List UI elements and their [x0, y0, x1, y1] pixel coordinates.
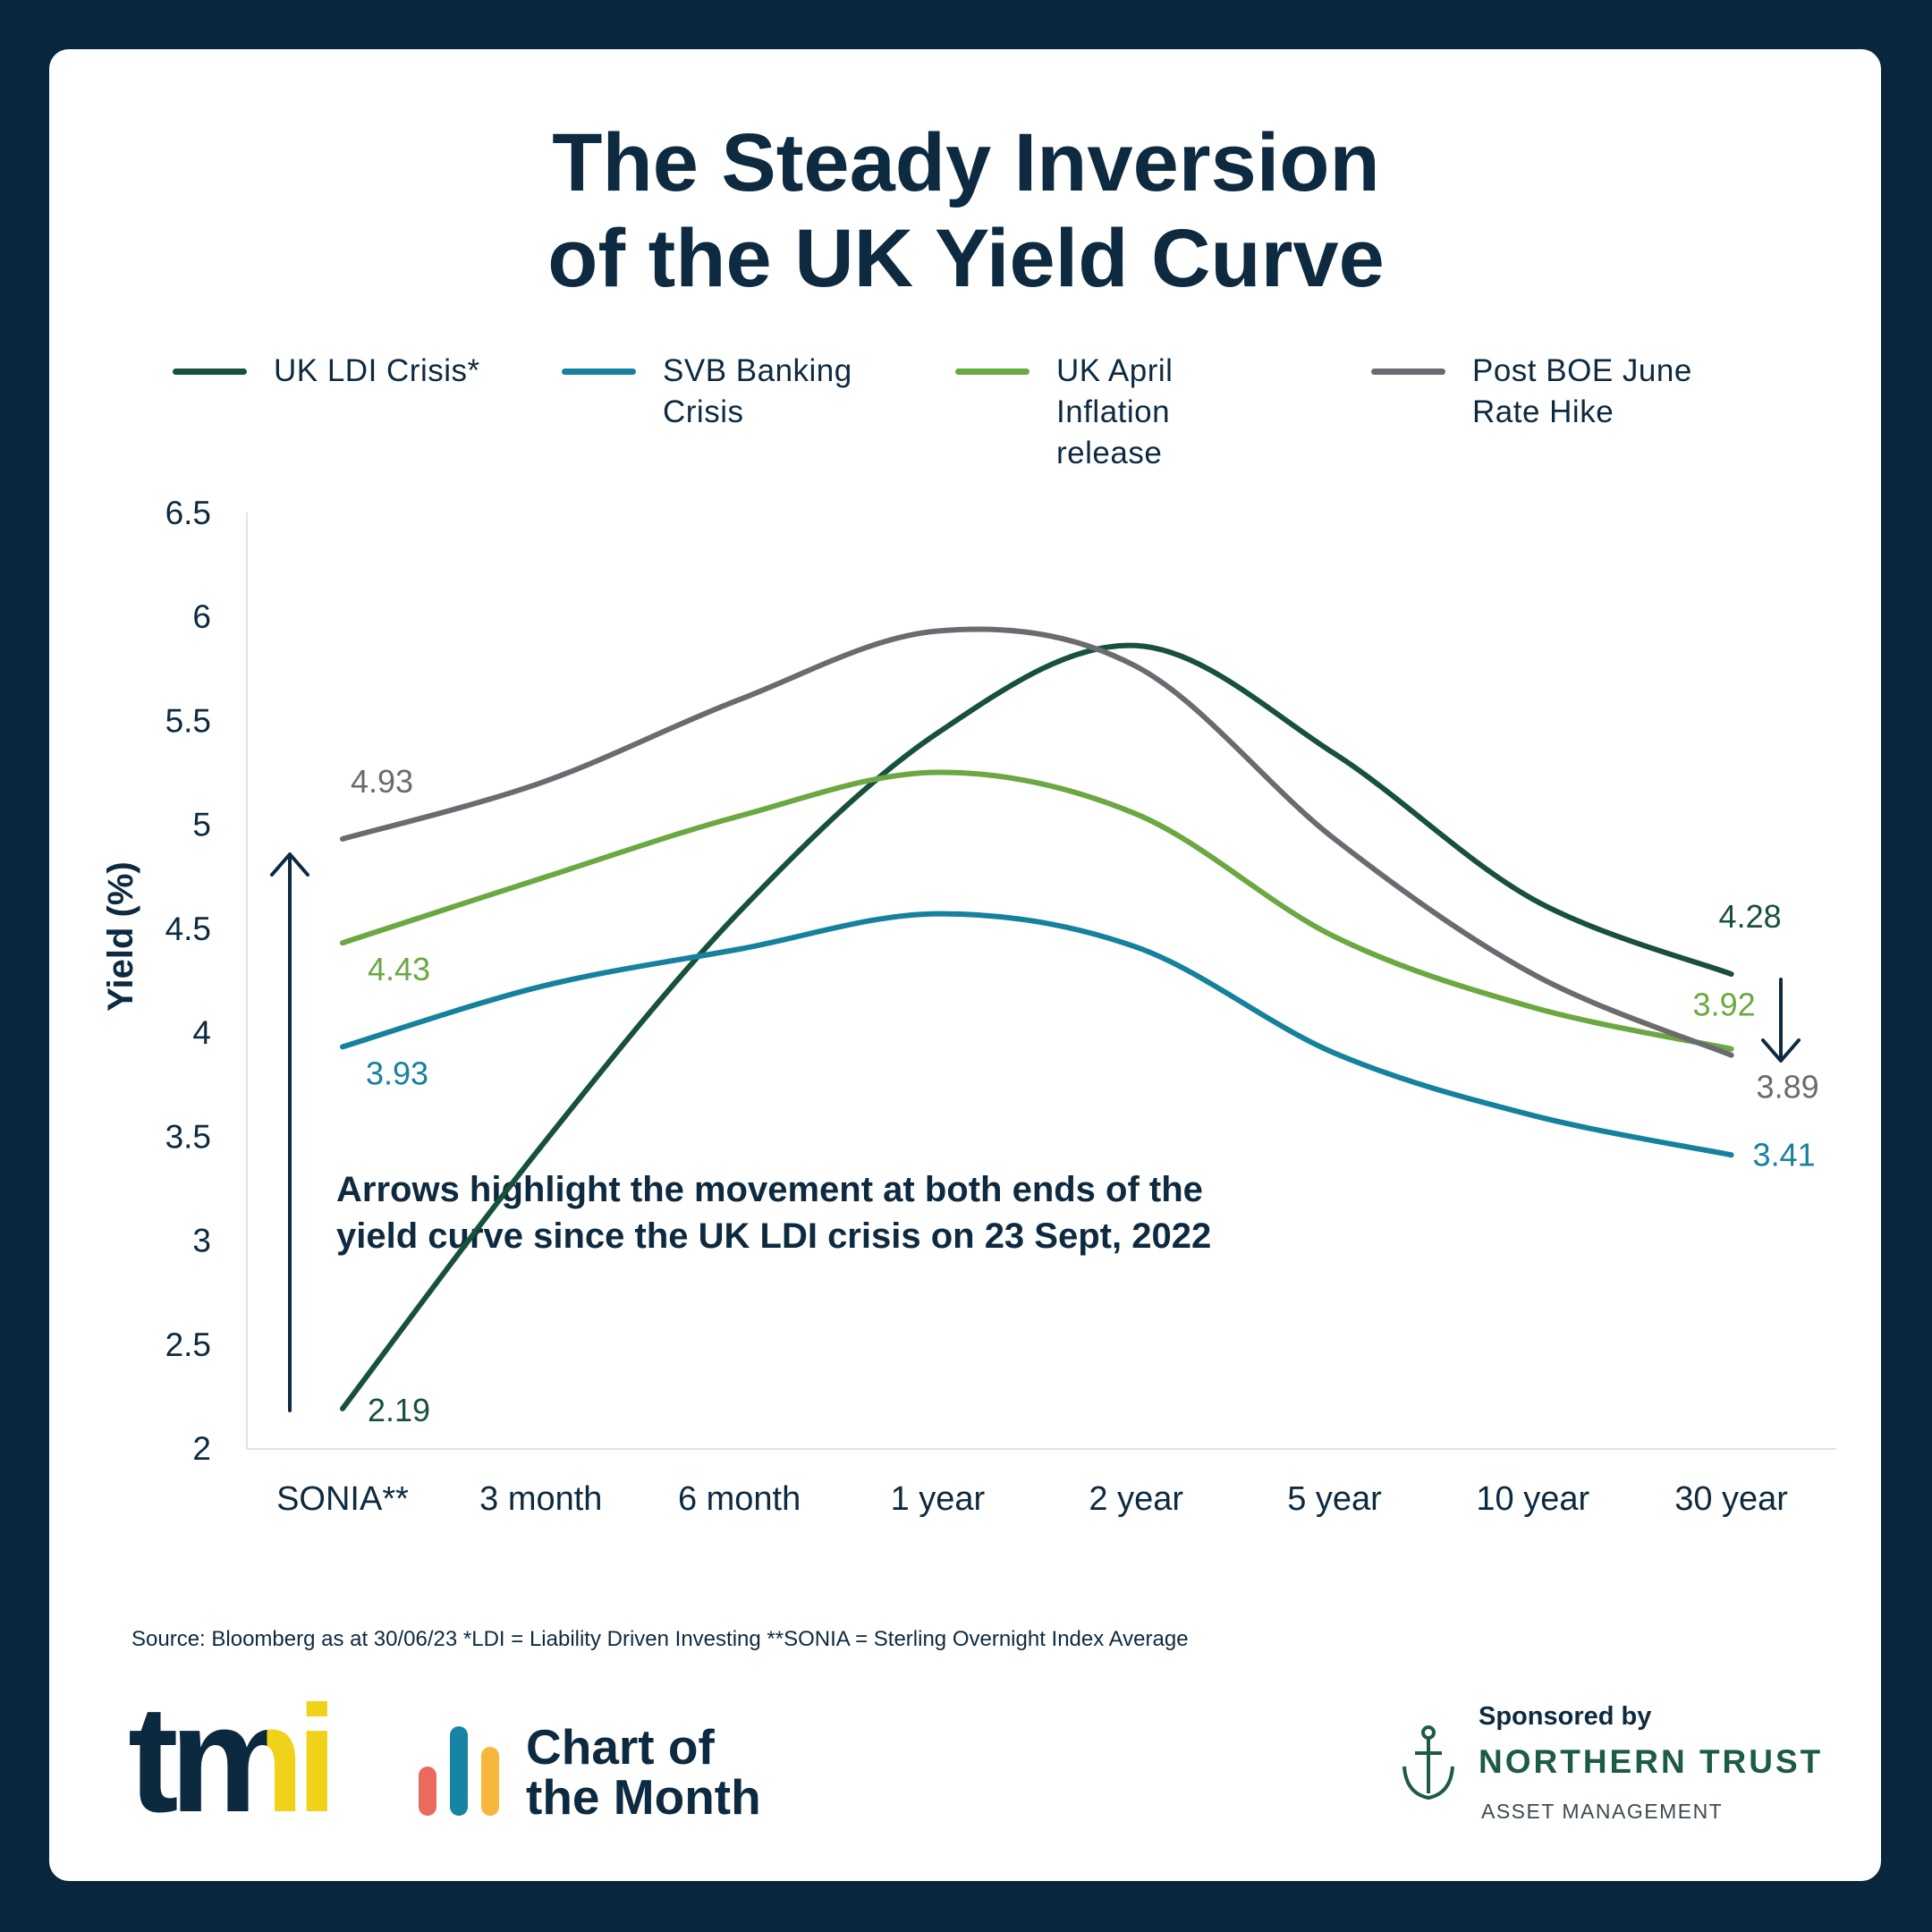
y-tick-label: 4.5	[165, 911, 211, 947]
value-label: 4.28	[1719, 898, 1782, 935]
x-tick-label: SONIA**	[276, 1480, 409, 1518]
series-line	[340, 626, 1734, 1058]
y-tick-label: 2.5	[165, 1326, 211, 1363]
source-note: Source: Bloomberg as at 30/06/23 *LDI = …	[131, 1627, 1189, 1651]
sponsor-label: Sponsored by	[1479, 1702, 1651, 1731]
series-name: the Month	[526, 1769, 761, 1825]
icon-bar	[481, 1747, 499, 1816]
x-tick-label: 30 year	[1674, 1480, 1788, 1518]
right-arrowhead	[1761, 1038, 1801, 1063]
y-tick-label: 2	[192, 1430, 211, 1467]
legend-item: UK April Inflation release	[955, 351, 1284, 474]
icon-bar	[419, 1767, 436, 1816]
value-label: 3.92	[1693, 987, 1756, 1023]
legend-swatch	[173, 369, 247, 375]
sponsor: NORTHERN TRUST	[1479, 1743, 1823, 1780]
legend-item: UK LDI Crisis*	[173, 351, 631, 392]
y-tick-label: 3.5	[165, 1118, 211, 1155]
annotation: Arrows highlight the movement at both en…	[336, 1170, 1203, 1209]
chart-title: of the UK Yield Curve	[547, 213, 1385, 304]
x-tick-label: 1 year	[891, 1480, 986, 1518]
x-tick-label: 3 month	[479, 1480, 602, 1518]
y-tick-label: 5.5	[165, 702, 211, 739]
left-arrowhead	[270, 852, 309, 877]
series-line	[340, 911, 1734, 1158]
x-tick-label: 6 month	[678, 1480, 801, 1518]
card	[49, 49, 1881, 1881]
x-tick-label: 2 year	[1089, 1480, 1183, 1518]
legend-label: SVB Banking Crisis	[663, 353, 852, 429]
chart-title: The Steady Inversion	[552, 117, 1379, 208]
legend-item: Post BOE June Rate Hike	[1371, 351, 1714, 433]
y-axis-title: Yield (%)	[101, 861, 140, 1011]
sponsor-sub: ASSET MANAGEMENT	[1481, 1800, 1723, 1823]
value-label: 3.93	[366, 1055, 428, 1091]
y-tick-label: 6	[192, 598, 211, 635]
value-label: 3.89	[1757, 1069, 1819, 1106]
y-tick-label: 3	[192, 1223, 211, 1259]
value-label: 3.41	[1753, 1136, 1816, 1173]
arrows	[270, 852, 1801, 1412]
x-tick-label: 5 year	[1287, 1480, 1382, 1518]
legend-swatch	[1371, 369, 1445, 375]
legend-swatch	[562, 369, 636, 375]
series-line	[340, 769, 1734, 1052]
value-label: 4.93	[351, 763, 413, 800]
legend-label: UK LDI Crisis*	[274, 353, 480, 388]
y-tick-label: 4	[192, 1014, 211, 1051]
legend-label: Post BOE June Rate Hike	[1472, 353, 1692, 429]
legend-swatch	[955, 369, 1030, 375]
tmi-logo: tmi	[128, 1674, 329, 1844]
legend-label: UK April Inflation release	[1056, 353, 1174, 470]
y-tick-label: 5	[192, 807, 211, 843]
legend-item: SVB Banking Crisis	[562, 351, 886, 433]
y-tick-label: 6.5	[165, 495, 211, 531]
anchor-icon	[1402, 1725, 1454, 1801]
value-label: 4.43	[368, 951, 430, 987]
series-line	[340, 642, 1734, 1411]
value-label: 2.19	[368, 1392, 430, 1428]
chart-icon	[419, 1726, 499, 1816]
series-name: Chart of	[526, 1719, 716, 1775]
annotation: yield curve since the UK LDI crisis on 2…	[336, 1216, 1211, 1256]
x-tick-label: 10 year	[1476, 1480, 1589, 1518]
icon-bar	[450, 1726, 468, 1816]
